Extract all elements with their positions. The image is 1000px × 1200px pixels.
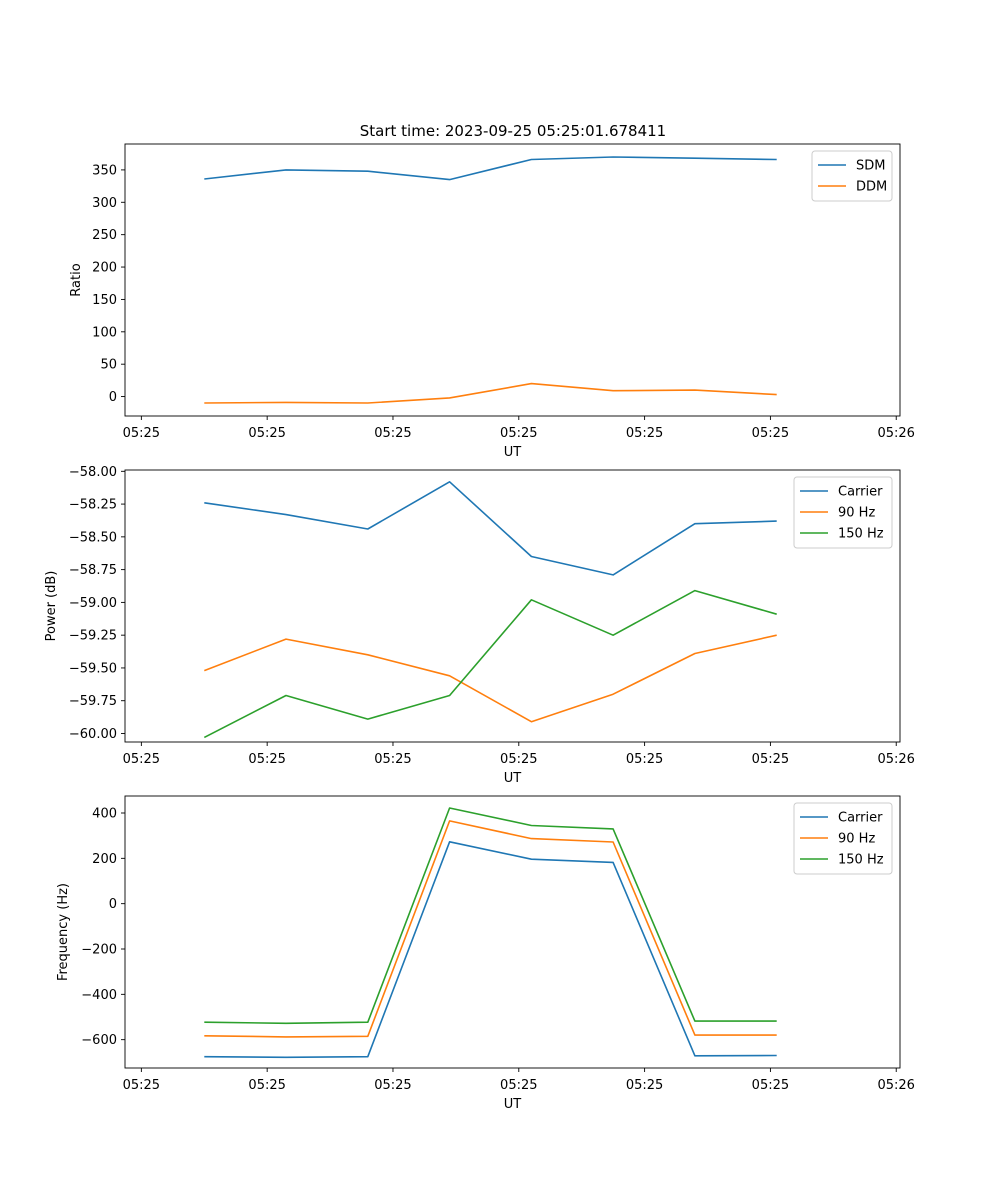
legend-entry: 150 Hz: [838, 853, 884, 868]
y-tick-label: 300: [92, 196, 117, 211]
y-tick-label: −58.75: [69, 563, 117, 578]
legend: SDM DDM: [811, 150, 893, 202]
x-axis-label: UT: [504, 1097, 522, 1112]
x-tick-label: 05:25: [500, 426, 537, 441]
x-tick-label: 05:25: [123, 1078, 160, 1093]
legend-box: [793, 802, 893, 875]
subplot-power: 05:25 05:25 05:25 05:25 05:25 05:25 05:26 −60.0…: [44, 465, 915, 786]
x-tick-label: 05:26: [877, 752, 914, 767]
legend-entry: Carrier: [838, 485, 883, 500]
x-tick-label: 05:25: [626, 426, 663, 441]
x-tick-label: 05:25: [123, 426, 160, 441]
y-tick-label: −59.75: [69, 694, 117, 709]
y-tick-label: −58.50: [69, 530, 117, 545]
y-tick-label: −58.00: [69, 465, 117, 480]
subplot-ratio: 05:25 05:25 05:25 05:25 05:25 05:25 05:26 0 50 10…: [69, 143, 915, 460]
series-line-150-hz: [204, 807, 777, 1025]
x-axis-label: UT: [504, 771, 522, 786]
y-tick-label: 200: [92, 261, 117, 276]
x-tick-label: 05:25: [500, 1078, 537, 1093]
x-tick-label: 05:26: [877, 426, 914, 441]
y-tick-label: 350: [92, 163, 117, 178]
y-tick-label: −59.00: [69, 596, 117, 611]
legend-entry: DDM: [856, 180, 887, 195]
x-axis-label: UT: [504, 445, 522, 460]
y-tick-label: −58.25: [69, 498, 117, 513]
x-tick-label: 05:25: [752, 752, 789, 767]
x-tick-label: 05:25: [248, 426, 285, 441]
series-line-ddm: [204, 382, 777, 404]
legend-entry: 90 Hz: [838, 832, 875, 847]
y-tick-label: −60.00: [69, 727, 117, 742]
x-tick-label: 05:25: [123, 752, 160, 767]
x-tick-label: 05:25: [374, 1078, 411, 1093]
x-tick-label: 05:25: [626, 1078, 663, 1093]
y-axis-label: Power (dB): [44, 571, 59, 642]
y-tick-label: 150: [92, 293, 117, 308]
x-tick-label: 05:25: [626, 752, 663, 767]
series-line-90-hz: [204, 634, 777, 723]
legend-entry: 150 Hz: [838, 527, 884, 542]
legend: Carrier 90 Hz 150 Hz: [793, 802, 893, 875]
y-tick-label: −59.25: [69, 629, 117, 644]
axes-frame: [124, 143, 901, 417]
series-line-150-hz: [203, 589, 777, 739]
legend-box: [793, 476, 893, 549]
x-tick-label: 05:25: [752, 426, 789, 441]
legend-entry: Carrier: [838, 811, 883, 826]
subplot-frequency: 05:25 05:25 05:25 05:25 05:25 05:25 05:26 −600 −…: [56, 795, 915, 1112]
y-axis-label: Frequency (Hz): [56, 883, 71, 981]
x-tick-label: 05:25: [374, 426, 411, 441]
y-axis-label: Ratio: [69, 263, 84, 296]
y-tick-label: 250: [92, 228, 117, 243]
x-tick-label: 05:25: [500, 752, 537, 767]
axes-frame: [124, 469, 901, 743]
series-line-90-hz: [204, 820, 777, 1038]
x-tick-label: 05:25: [374, 752, 411, 767]
x-tick-label: 05:25: [248, 752, 285, 767]
y-tick-label: 200: [92, 852, 117, 867]
x-tick-label: 05:25: [248, 1078, 285, 1093]
y-tick-label: −59.50: [69, 661, 117, 676]
axes-frame: [124, 795, 901, 1069]
y-tick-label: 0: [109, 897, 117, 912]
series-line-sdm: [204, 156, 777, 181]
y-tick-label: 50: [100, 358, 117, 373]
series-line-carrier: [204, 480, 777, 576]
x-tick-label: 05:25: [752, 1078, 789, 1093]
y-tick-label: −400: [81, 988, 117, 1003]
legend-entry: SDM: [856, 159, 885, 174]
figure-title: Start time: 2023-09-25 05:25:01.678411: [360, 122, 666, 140]
y-tick-label: 100: [92, 325, 117, 340]
legend-box: [811, 150, 893, 202]
y-tick-label: 0: [109, 390, 117, 405]
x-tick-label: 05:26: [877, 1078, 914, 1093]
y-tick-label: 400: [92, 807, 117, 822]
y-tick-label: −600: [81, 1033, 117, 1048]
legend-entry: 90 Hz: [838, 506, 875, 521]
y-tick-label: −200: [81, 943, 117, 958]
series-line-carrier: [204, 840, 777, 1059]
legend: Carrier 90 Hz 150 Hz: [793, 476, 893, 549]
